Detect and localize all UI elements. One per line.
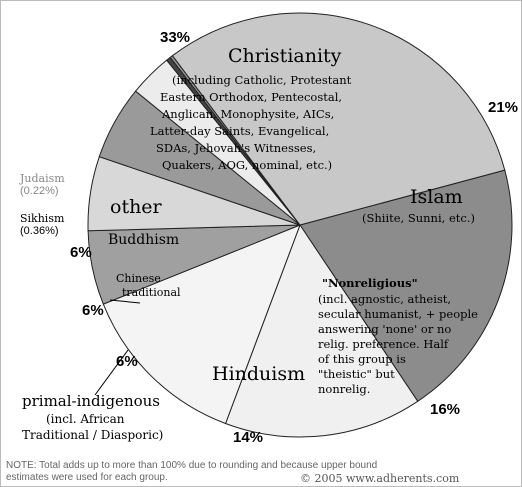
hinduism-name-label: Hinduism <box>212 363 305 385</box>
primal-desc-line-1: (incl. African <box>46 412 125 426</box>
christianity-desc-line-6: Quakers, AOG, nominal, etc.) <box>162 158 332 172</box>
hinduism-percent-label: 14% <box>233 429 263 446</box>
judaism-name-label: Judaism <box>19 172 65 185</box>
judaism-percent-label: (0.22%) <box>20 185 59 197</box>
christianity-desc-line-2: Eastern Orthodox, Pentecostal, <box>160 90 342 104</box>
islam-description: (Shiite, Sunni, etc.) <box>362 211 475 225</box>
nonreligious-percent-label: 16% <box>430 401 460 418</box>
nonreligious-desc-line-3: answering 'none' or no <box>318 322 451 336</box>
other-name-label: other <box>110 196 163 218</box>
nonreligious-desc-line-5: of this group is <box>318 352 406 366</box>
christianity-desc-line-4: Latter-day Saints, Evangelical, <box>150 124 329 138</box>
sikhism-name-label: Sikhism <box>20 212 65 225</box>
sikhism-percent-label: (0.36%) <box>20 225 59 237</box>
nonreligious-desc-line-7: nonrelig. <box>318 382 370 396</box>
nonreligious-desc-line-6: "theistic" but <box>318 367 395 381</box>
footnote-line-1: NOTE: Total adds up to more than 100% du… <box>6 460 377 471</box>
islam-name-label: Islam <box>410 186 463 208</box>
nonreligious-desc-line-1: (incl. agnostic, atheist, <box>318 292 451 306</box>
chinese-percent-label: 6% <box>82 302 104 319</box>
pie-slice-nonreligious <box>224 223 419 438</box>
nonreligious-desc-line-2: secular humanist, + people <box>318 307 478 321</box>
primal-name-line-1: primal-indigenous <box>22 392 160 410</box>
footnote-line-2: estimates were used for each group. <box>6 472 168 483</box>
footnote: NOTE: Total adds up to more than 100% du… <box>6 460 380 483</box>
christianity-desc-line-1: (including Catholic, Protestant <box>172 73 352 87</box>
primal-percent-label: 6% <box>116 353 138 370</box>
nonreligious-description: "Nonreligious" (incl. agnostic, atheist,… <box>318 276 482 396</box>
primal-desc-line-2: Traditional / Diasporic) <box>22 428 163 442</box>
christianity-name-label: Christianity <box>228 45 342 67</box>
copyright-text: © 2005 www.adherents.com <box>300 472 460 485</box>
primal-leader-line <box>94 349 129 396</box>
christianity-desc-line-5: SDAs, Jehovah's Witnesses, <box>156 141 316 155</box>
chinese-name-line-1: Chinese <box>116 272 161 285</box>
christianity-description: (including Catholic, Protestant Eastern … <box>150 73 355 172</box>
pie-slice-hinduism <box>102 224 301 425</box>
pie-slices <box>87 12 513 438</box>
chinese-name-line-2: traditional <box>122 286 181 299</box>
chinese-name-label: Chinese traditional <box>116 272 181 299</box>
nonreligious-name-label: "Nonreligious" <box>322 276 418 290</box>
christianity-percent-label: 33% <box>160 29 190 46</box>
pie-slice-christianity <box>171 12 506 226</box>
buddhism-percent-label: 6% <box>70 244 92 261</box>
nonreligious-desc-line-4: relig. preference. Half <box>318 337 449 351</box>
christianity-desc-line-3: Anglican, Monophysite, AICs, <box>161 107 334 121</box>
islam-percent-label: 21% <box>488 99 518 116</box>
pie-slice-islam <box>299 169 513 403</box>
chinese-leader-line <box>109 299 141 304</box>
buddhism-name-label: Buddhism <box>108 232 179 248</box>
primal-name-label: primal-indigenous (incl. African Traditi… <box>22 392 164 442</box>
